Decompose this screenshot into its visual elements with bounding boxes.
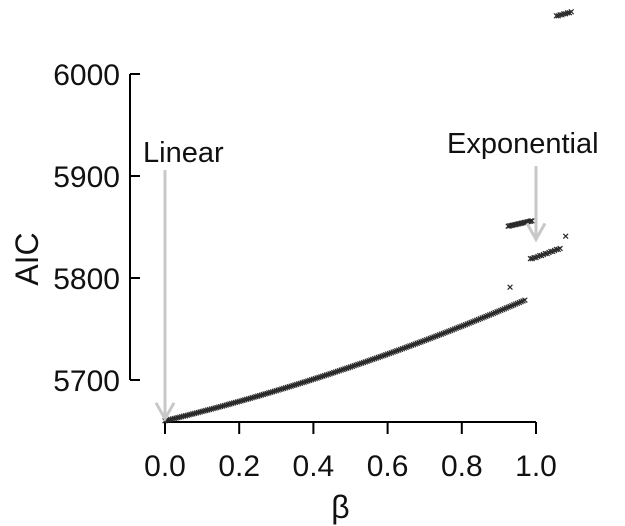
y-tick-label: 5700 bbox=[53, 365, 120, 398]
annotation-label: Exponential bbox=[447, 128, 599, 160]
y-tick-label: 5800 bbox=[53, 263, 120, 296]
data-point bbox=[507, 284, 513, 291]
y-tick-label: 5900 bbox=[53, 161, 120, 194]
data-point bbox=[529, 217, 535, 224]
annotation-arrowhead bbox=[525, 222, 547, 243]
y-axis-title: AIC bbox=[9, 232, 45, 285]
data-point bbox=[557, 245, 563, 252]
data-point bbox=[568, 8, 575, 15]
x-tick-label: 0.4 bbox=[293, 450, 335, 483]
annotations: Linear Exponential bbox=[143, 128, 599, 422]
x-tick-label: 0.2 bbox=[218, 450, 260, 483]
data-point bbox=[562, 233, 569, 240]
x-axis-title: β bbox=[331, 489, 349, 525]
x-tick-label: 0.6 bbox=[367, 450, 409, 483]
annotation-label: Linear bbox=[143, 137, 224, 169]
annotation-arrowhead bbox=[154, 402, 176, 422]
data-point bbox=[527, 218, 534, 224]
x-tick-label: 0.8 bbox=[441, 450, 483, 483]
y-tick-label: 6000 bbox=[53, 59, 120, 92]
x-tick-label: 1.0 bbox=[515, 450, 557, 483]
x-tick-label: 0.0 bbox=[144, 450, 186, 483]
data-points bbox=[162, 8, 575, 424]
data-point bbox=[522, 297, 528, 303]
axis-ticks: 5700 5800 5900 6000 0.0 0.2 0.4 0.6 0.8 1.0 bbox=[53, 59, 557, 483]
